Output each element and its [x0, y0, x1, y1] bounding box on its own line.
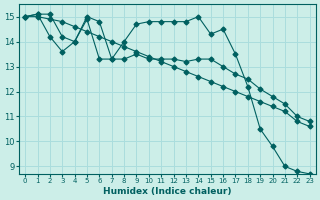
X-axis label: Humidex (Indice chaleur): Humidex (Indice chaleur) [103, 187, 232, 196]
